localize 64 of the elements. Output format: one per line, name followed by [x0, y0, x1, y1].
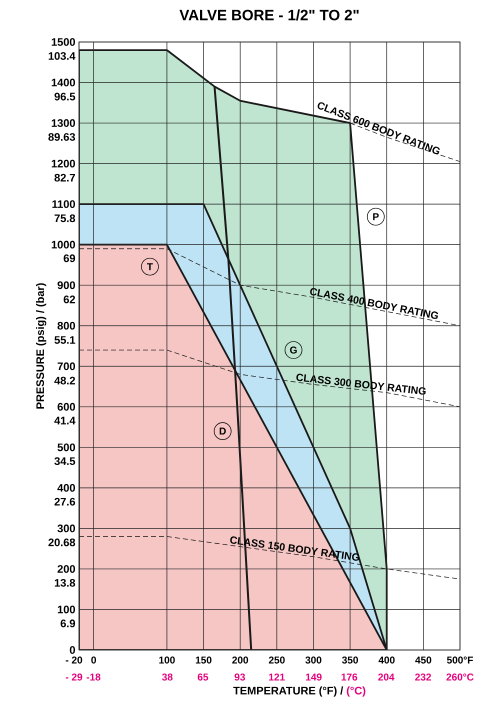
y2-tick-label: 62: [64, 296, 76, 304]
x-tick-label: 0: [91, 656, 96, 664]
x2-tick-label: -18: [86, 674, 100, 681]
y-tick-label: 100: [58, 606, 76, 614]
y2-tick-label: 96.5: [54, 92, 76, 100]
y2-tick-label: 103.4: [48, 52, 76, 60]
x-axis-title: TEMPERATURE (°F) /: [233, 686, 344, 697]
x2-tick-label: 65: [198, 674, 208, 681]
y-tick-label: 500: [58, 443, 76, 452]
y2-tick-label: 13.8: [54, 578, 76, 587]
y2-tick-label: 55.1: [54, 336, 76, 344]
y-tick-label: 1000: [52, 240, 76, 249]
y2-tick-label: 41.4: [54, 416, 76, 424]
series-label: T: [146, 263, 153, 270]
y-tick-label: 1100: [52, 200, 76, 208]
x-tick-label: 500°F: [446, 656, 473, 664]
x2-axis-title: (°C): [346, 686, 366, 697]
x-tick-label: 300: [305, 656, 322, 664]
x2-tick-label: 149: [306, 674, 322, 681]
series-label: G: [290, 346, 297, 354]
y-tick-label: 700: [58, 362, 76, 370]
text: CLASS 400 BODY RATING: [310, 288, 438, 319]
x2-tick-label: 38: [162, 674, 173, 681]
series-label: P: [373, 213, 379, 220]
y2-tick-label: 6.9: [60, 620, 76, 628]
x2-tick-label: 260°C: [446, 674, 474, 681]
x2-tick-label: 176: [342, 674, 358, 681]
x2-tick-label: - 29: [66, 674, 82, 681]
y2-tick-label: 75.8: [54, 214, 76, 222]
y2-tick-label: 20.68: [48, 538, 76, 546]
y2-tick-label: 89.63: [48, 133, 76, 141]
y2-tick-label: 48.2: [54, 376, 76, 384]
y-tick-label: 1200: [52, 160, 76, 168]
y-tick-label: 0: [70, 646, 76, 654]
y-tick-label: 600: [58, 402, 76, 411]
x2-tick-label: 204: [378, 674, 394, 681]
y-tick-label: 300: [57, 524, 76, 532]
text: CLASS 300 BODY RATING: [296, 374, 426, 395]
x-tick-label: 100: [159, 656, 175, 664]
y2-tick-label: 27.6: [54, 498, 76, 506]
x-tick-label: - 20: [66, 656, 82, 664]
y-tick-label: 800: [58, 322, 76, 330]
x-tick-label: 400: [378, 656, 395, 664]
x-tick-label: 450: [415, 656, 432, 664]
x2-tick-label: 121: [269, 674, 285, 680]
y-tick-label: 200: [58, 565, 76, 573]
x-tick-label: 200: [232, 656, 248, 664]
y-tick-label: 1300: [52, 119, 76, 127]
x2-tick-label: 232: [415, 674, 431, 681]
y-tick-label: 1400: [52, 78, 76, 86]
y2-axis-title: PRESSURE (psig) / (bar): [36, 283, 46, 409]
y-tick-label: 400: [57, 484, 76, 492]
text: CLASS 150 BODY RATING: [230, 536, 360, 561]
chart-title: VALVE BORE - 1/2" TO 2": [179, 9, 359, 20]
series-label: D: [220, 428, 226, 435]
y-tick-label: 900: [58, 281, 76, 290]
y-tick-label: 1500: [52, 38, 76, 46]
x2-tick-label: 93: [234, 674, 246, 681]
y2-tick-label: 69: [64, 254, 76, 262]
x-tick-label: 350: [342, 656, 358, 664]
x-tick-label: 250: [268, 656, 285, 664]
y2-tick-label: 82.7: [54, 174, 75, 182]
x-tick-label: 150: [196, 656, 212, 664]
y2-tick-label: 34.5: [54, 457, 76, 466]
